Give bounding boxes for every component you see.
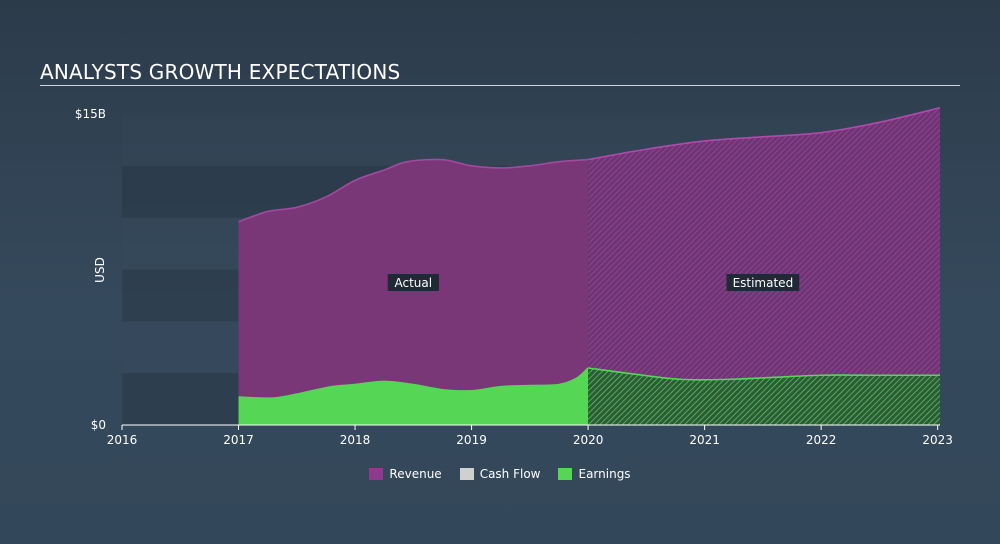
x-tick-label: 2021 (689, 433, 720, 447)
cash-flow-swatch-icon (459, 468, 474, 480)
estimated-label-text: Estimated (733, 276, 794, 290)
legend-item-cash-flow[interactable]: Cash Flow (459, 467, 541, 481)
earnings-estimated-area (588, 367, 940, 425)
actual-label-text: Actual (395, 276, 433, 290)
estimated-label-bg (726, 274, 800, 291)
title-divider (40, 85, 960, 86)
revenue-estimated-area (588, 107, 940, 425)
x-tick-label: 2020 (573, 433, 604, 447)
legend-item-earnings[interactable]: Earnings (558, 467, 631, 481)
legend-item-revenue[interactable]: Revenue (369, 467, 442, 481)
series-areas (238, 107, 941, 425)
x-tick-label: 2018 (340, 433, 371, 447)
legend-label-cash-flow: Cash Flow (479, 467, 541, 481)
revenue-actual-line (238, 158, 589, 223)
x-tick-label: 2017 (223, 433, 254, 447)
y-tick-bottom: $0 (91, 418, 106, 432)
earnings-estimated-line (587, 367, 940, 381)
x-tick-labels: 2016 2017 2018 2019 2020 2021 2022 2023 (107, 433, 953, 447)
axes (121, 424, 940, 430)
x-tick-label: 2016 (107, 433, 138, 447)
x-tick-label: 2022 (806, 433, 837, 447)
y-axis-label: USD (93, 257, 107, 283)
earnings-swatch-icon (558, 468, 573, 480)
x-tick-label: 2019 (456, 433, 487, 447)
revenue-swatch-icon (369, 468, 384, 480)
earnings-actual-area (238, 367, 589, 425)
actual-label: Actual (387, 274, 439, 291)
earnings-actual-line (238, 367, 589, 400)
region-labels: Actual Estimated (387, 274, 800, 291)
y-tick-top: $15B (75, 107, 106, 121)
legend-label-earnings: Earnings (578, 467, 631, 481)
chart-title: ANALYSTS GROWTH EXPECTATIONS (40, 60, 401, 84)
actual-label-bg (387, 274, 439, 291)
legend-label-revenue: Revenue (389, 467, 442, 481)
revenue-estimated-line (587, 107, 941, 161)
estimated-label: Estimated (726, 274, 800, 291)
revenue-actual-area (238, 159, 589, 425)
x-tick-label: 2023 (922, 433, 953, 447)
legend: Revenue Cash Flow Earnings (0, 467, 1000, 481)
